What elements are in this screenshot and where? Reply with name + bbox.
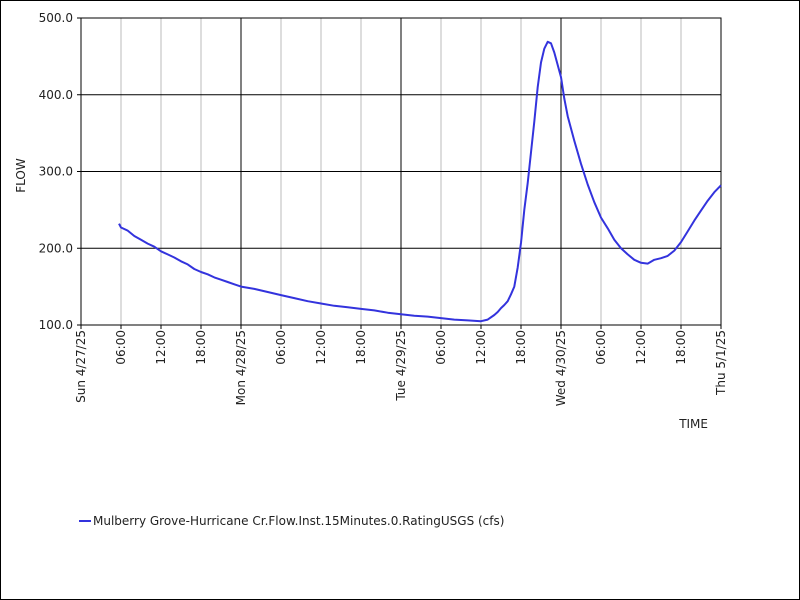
x-tick-label: Tue 4/29/25 <box>394 330 408 402</box>
x-tick-label: 06:00 <box>114 330 128 365</box>
series-line-0 <box>118 40 722 323</box>
x-tick-label: 12:00 <box>314 330 328 365</box>
y-axis-title: FLOW <box>14 158 28 193</box>
y-tick-label: 500.0 <box>39 11 73 25</box>
grid-lines <box>81 17 721 326</box>
x-tick-label: 18:00 <box>354 330 368 365</box>
y-tick-label: 100.0 <box>39 318 73 332</box>
y-tick-label: 200.0 <box>39 241 73 255</box>
legend-label: Mulberry Grove-Hurricane Cr.Flow.Inst.15… <box>93 514 505 528</box>
x-tick-label: 06:00 <box>594 330 608 365</box>
x-tick-label: 12:00 <box>154 330 168 365</box>
x-tick-label: Wed 4/30/25 <box>554 330 568 406</box>
x-tick-label: Sun 4/27/25 <box>74 330 88 403</box>
x-tick-label: Thu 5/1/25 <box>714 330 728 396</box>
x-tick-label: 12:00 <box>474 330 488 365</box>
x-tick-label: 18:00 <box>514 330 528 365</box>
x-tick-label: 18:00 <box>194 330 208 365</box>
x-tick-label: 06:00 <box>274 330 288 365</box>
x-tick-label: 18:00 <box>674 330 688 365</box>
legend: Mulberry Grove-Hurricane Cr.Flow.Inst.15… <box>79 514 504 528</box>
y-tick-label: 400.0 <box>39 88 73 102</box>
x-tick-label: Mon 4/28/25 <box>234 330 248 405</box>
x-tick-label: 12:00 <box>634 330 648 365</box>
x-axis-title: TIME <box>678 417 708 431</box>
axes <box>77 17 722 329</box>
legend-swatch <box>79 520 91 522</box>
series-layer <box>118 40 722 323</box>
x-tick-label: 06:00 <box>434 330 448 365</box>
y-tick-label: 300.0 <box>39 165 73 179</box>
